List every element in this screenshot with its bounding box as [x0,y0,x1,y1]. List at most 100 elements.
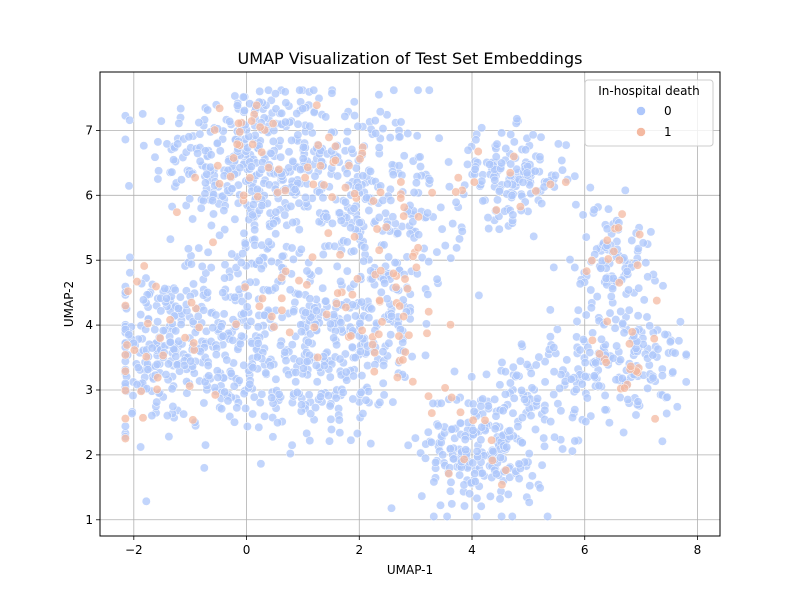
data-point [186,356,196,366]
data-point [421,319,431,329]
data-point [580,358,590,368]
data-point [183,244,193,254]
data-point [162,411,172,421]
data-point [580,372,590,381]
data-point [141,352,151,362]
data-point [658,281,668,291]
data-point [513,422,523,431]
data-point [469,407,479,416]
data-point [346,223,356,233]
data-point [578,210,588,220]
data-point [488,446,498,456]
data-points [120,85,691,521]
data-point [476,435,486,445]
data-point [359,256,369,266]
data-point [379,390,389,400]
data-point [413,243,423,253]
data-point [238,92,248,102]
data-point [501,144,511,153]
data-point [147,343,157,353]
data-point [592,292,602,302]
data-point [509,137,519,147]
data-point [509,152,519,161]
data-point [527,383,537,393]
data-point [222,355,232,365]
data-point [440,241,450,251]
data-point [300,173,310,183]
data-point [570,263,580,272]
data-point [672,402,682,412]
data-point [470,477,480,486]
data-point [424,85,434,95]
data-point [266,148,276,158]
data-point [396,193,406,203]
data-point [482,369,491,379]
data-point [512,114,522,124]
data-point [445,444,455,454]
data-point [128,391,138,401]
data-point [427,408,437,418]
data-point [388,397,398,407]
data-point [267,312,277,321]
data-point [248,409,258,419]
data-point [378,195,388,205]
data-point [438,450,448,460]
data-point [208,196,218,206]
data-point [327,192,337,202]
data-point [220,387,230,397]
data-point [522,168,532,178]
data-point [267,256,276,266]
data-point [606,292,616,301]
data-point [619,328,629,338]
data-point [470,469,480,479]
data-point [662,392,672,402]
data-point [641,258,651,268]
data-point [487,435,497,445]
data-point [433,421,443,431]
data-point [395,301,405,311]
data-point [342,168,352,178]
data-point [212,138,222,148]
data-point [132,277,142,287]
data-point [393,228,403,238]
data-point [156,116,166,126]
data-point [164,359,173,369]
data-point [253,338,263,348]
data-point [505,426,515,436]
data-point [388,212,398,222]
data-point [189,279,198,289]
data-point [549,262,559,272]
data-point [594,381,604,391]
data-point [582,266,592,276]
data-point [232,101,242,111]
data-point [245,173,255,183]
data-point [236,258,246,268]
data-point [472,446,482,456]
data-point [410,433,420,443]
data-point [491,152,501,162]
data-point [316,161,325,171]
data-point [152,359,162,369]
data-point [575,279,585,289]
legend-label-1: 1 [664,125,672,139]
data-point [230,214,240,224]
data-point [470,164,480,174]
data-point [377,317,387,327]
data-point [552,324,562,334]
data-point [281,266,291,276]
data-point [318,193,328,203]
data-point [211,350,221,360]
data-point [375,295,385,305]
data-point [208,237,218,247]
data-point [461,445,471,455]
data-point [250,225,260,235]
data-point [355,154,365,164]
data-point [120,350,130,360]
data-point [206,263,216,273]
data-point [363,361,373,371]
data-point [269,322,279,332]
data-point [253,192,263,202]
data-point [386,195,396,205]
x-tick-label: −2 [125,543,143,557]
data-point [423,289,433,299]
